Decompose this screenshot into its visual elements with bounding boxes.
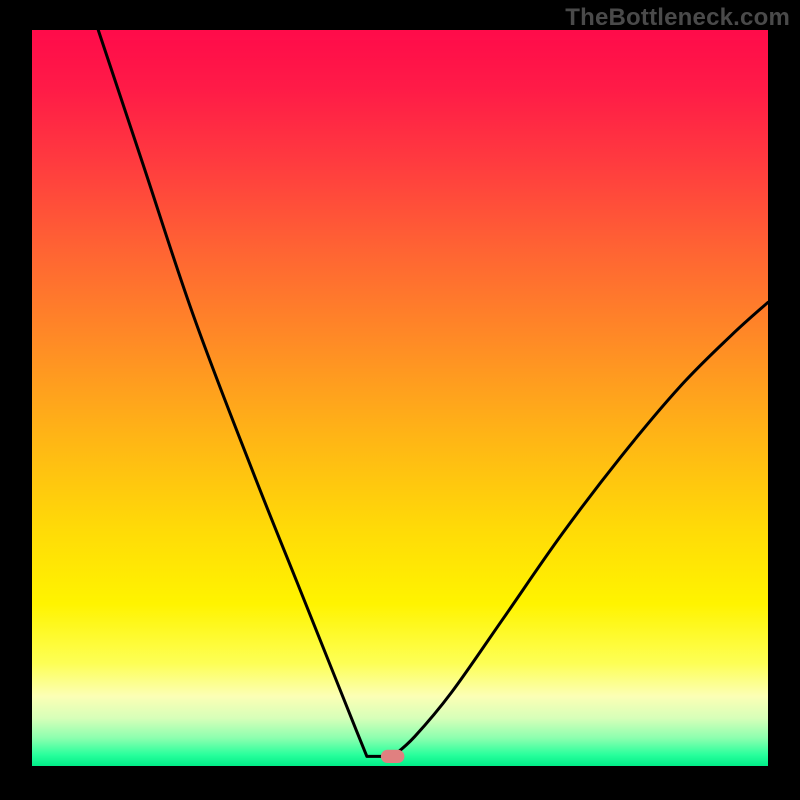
watermark-text: TheBottleneck.com <box>565 4 790 32</box>
min-marker <box>381 750 405 763</box>
plot-area <box>32 30 768 766</box>
chart-canvas <box>0 0 800 800</box>
chart-root: TheBottleneck.com <box>0 0 800 800</box>
